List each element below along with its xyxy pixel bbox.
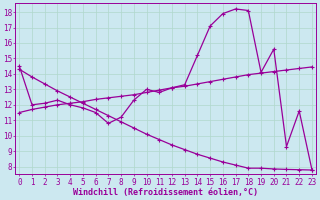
X-axis label: Windchill (Refroidissement éolien,°C): Windchill (Refroidissement éolien,°C): [73, 188, 258, 197]
